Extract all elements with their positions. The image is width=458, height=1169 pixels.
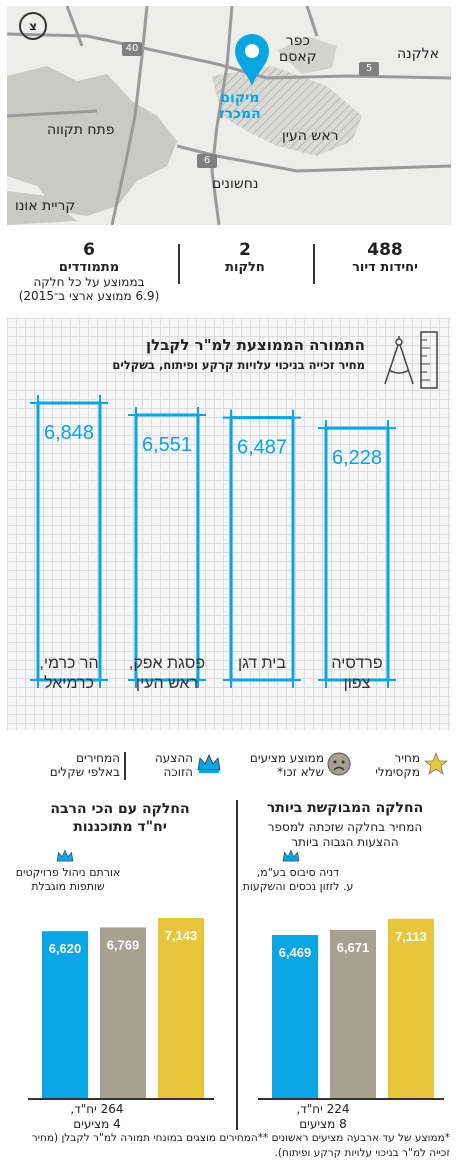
map-label-kafr-qasim: כפר קאסם: [279, 33, 317, 65]
north-indicator: צ: [19, 12, 47, 40]
chart-bar-group: 6,848 הר כרמי, כרמיאל: [30, 395, 108, 692]
stat-bidders-sub2: (6.9 ממוצע ארצי ב־2015): [18, 289, 160, 303]
chart-category-label: צפון: [344, 675, 371, 692]
stat-plots: 2 חלקות: [185, 240, 305, 275]
stat-bidders-sub: בממוצע על כל חלקה: [33, 275, 145, 289]
chart-bar-group: 6,671: [330, 929, 376, 1098]
chart-bar-group: 6,469: [272, 934, 318, 1098]
petah-tikva-area: [7, 66, 177, 216]
chart-category-label: פסגת אפק,: [129, 655, 205, 672]
map-label-sale-location: מיקום המכרז: [219, 90, 261, 122]
road-40-badge: 40: [122, 42, 142, 56]
most-demanded-footer: 224 יח"ד, 8 מציעים: [296, 1102, 350, 1131]
stat-plots-label: חלקות: [225, 260, 265, 275]
chart-bar: [42, 931, 88, 1098]
road-5-badge: 5: [359, 62, 379, 76]
top-chart-title: התמורה הממוצעת למ"ר לקבלן: [145, 336, 365, 354]
legend-divider: [124, 752, 126, 780]
chart-value-label: 6,769: [107, 937, 140, 952]
most-units-bar-chart: 7,143 6,769 6,620: [28, 918, 214, 1100]
chart-bar: [100, 927, 146, 1098]
location-map: צ 40 5 6 כפר קאסם אלקנה מיקום המכרז ראש …: [7, 6, 451, 225]
road-6-badge: 6: [197, 154, 217, 168]
stat-plots-value: 2: [239, 240, 251, 260]
chart-bar-group: 6,769: [100, 927, 146, 1098]
stat-bidders-value: 6: [83, 240, 95, 260]
sad-face-icon: [327, 752, 351, 776]
chart-bar-group: 7,113: [388, 918, 434, 1098]
roads: [7, 6, 451, 225]
chart-category-label: בית דגן: [238, 655, 286, 672]
chart-category-label: ראש העין: [136, 675, 198, 692]
chart-bar: [330, 929, 376, 1098]
map-label-petah-tikva: פתח תקווה: [47, 122, 115, 138]
stat-housing-units-label: יחידות דיור: [352, 260, 418, 275]
winner-crown-icon: [56, 849, 74, 862]
map-label-kiryat-ono: קריית אונו: [15, 198, 76, 214]
chart-value-label: 7,143: [165, 928, 198, 943]
chart-bar-group: 6,551 פסגת אפק, ראש העין: [128, 407, 206, 692]
stat-housing-units: 488 יחידות דיור: [320, 240, 450, 275]
chart-value-label: 7,113: [395, 929, 427, 944]
most-demanded-bar-chart: 7,113 6,671 6,469: [258, 918, 444, 1100]
chart-bar-group: 7,143: [158, 918, 204, 1098]
stat-bidders-label: מתמודדים: [58, 260, 120, 275]
chart-bar-group: 6,487 בית דגן: [223, 409, 301, 688]
kafr-qasim-area: [277, 36, 337, 74]
kiryat-ono-area: [7, 191, 77, 225]
crown-icon: [197, 754, 221, 773]
sections-divider: [236, 800, 238, 1130]
map-label-elkana: אלקנה: [397, 46, 439, 62]
most-demanded-subtitle: המחיר בחלקה שזכתה למספר ההצעות הגבוה ביו…: [267, 820, 423, 849]
star-icon: [424, 752, 448, 775]
most-units-winner-note: אורתם ניהול פרויקטים שותפות מוגבלת: [15, 866, 121, 893]
stats-divider: [178, 244, 180, 284]
top-chart-panel: 6,228 פרדסיה צפון 6,487 בית דגן 6,551 פסגת אפק…: [7, 318, 451, 730]
map-label-rosh-haayin: ראש העין: [282, 128, 339, 144]
chart-bar-group: 6,228 פרדסיה צפון: [318, 420, 396, 692]
stat-housing-units-value: 488: [367, 240, 403, 260]
footnote: *ממוצע של עד ארבעה מציעים ראשונים **המחי…: [31, 1132, 450, 1159]
chart-bar: [388, 918, 434, 1098]
chart-bar-group: 6,620: [42, 931, 88, 1098]
most-demanded-title: החלקה המבוקשת ביותר: [266, 800, 424, 816]
chart-value-label: 6,620: [49, 941, 82, 956]
chart-bar: [272, 934, 318, 1098]
chart-category-label: פרדסיה: [331, 655, 382, 672]
map-label-nahshonim: נחשונים: [212, 176, 259, 192]
compass-ruler-icon: [384, 331, 438, 389]
top-bar-chart: 6,228 פרדסיה צפון 6,487 בית דגן 6,551 פסגת אפק…: [30, 395, 396, 692]
most-demanded-winner-note: דניה סיבוס בע"מ, ע. לזזון נכסים והשקעות: [242, 866, 354, 893]
location-pin-icon: [235, 34, 269, 86]
chart-value-label: 6,487: [237, 437, 287, 459]
most-units-footer: 264 יח"ד, 4 מציעים: [70, 1102, 124, 1131]
chart-category-label: הר כרמי,: [39, 655, 98, 672]
chart-bar: [36, 401, 102, 682]
chart-value-label: 6,228: [332, 447, 382, 469]
top-chart-subtitle: מחיר זכייה בניכוי עלויות קרקע ופיתוח, בש…: [112, 358, 365, 372]
stats-divider: [313, 244, 315, 284]
legend-prices-note: המחירים באלפי שקלים: [49, 751, 120, 779]
legend-avg-losers: ממוצע מציעים שלא זכו*: [249, 751, 324, 779]
legend-winning-bid: ההצעה הזוכה: [154, 751, 193, 779]
rosh-haayin-area: [212, 66, 362, 156]
stat-bidders: 6 מתמודדים בממוצע על כל חלקה (6.9 ממוצע …: [2, 240, 176, 303]
chart-value-label: 6,551: [142, 434, 192, 456]
most-units-title: החלקה עם הכי הרבה יח"ד מתוכננות: [50, 801, 190, 835]
chart-category-label: כרמיאל: [44, 674, 94, 692]
map-graphics: [7, 6, 451, 225]
legend-max-price: מחיר מקסימלי: [375, 751, 420, 779]
chart-value-label: 6,848: [44, 422, 94, 444]
winner-crown-icon: [282, 849, 300, 862]
chart-value-label: 6,469: [279, 945, 312, 960]
chart-bar: [158, 918, 204, 1098]
chart-value-label: 6,671: [337, 940, 370, 955]
north-label: צ: [29, 19, 37, 33]
